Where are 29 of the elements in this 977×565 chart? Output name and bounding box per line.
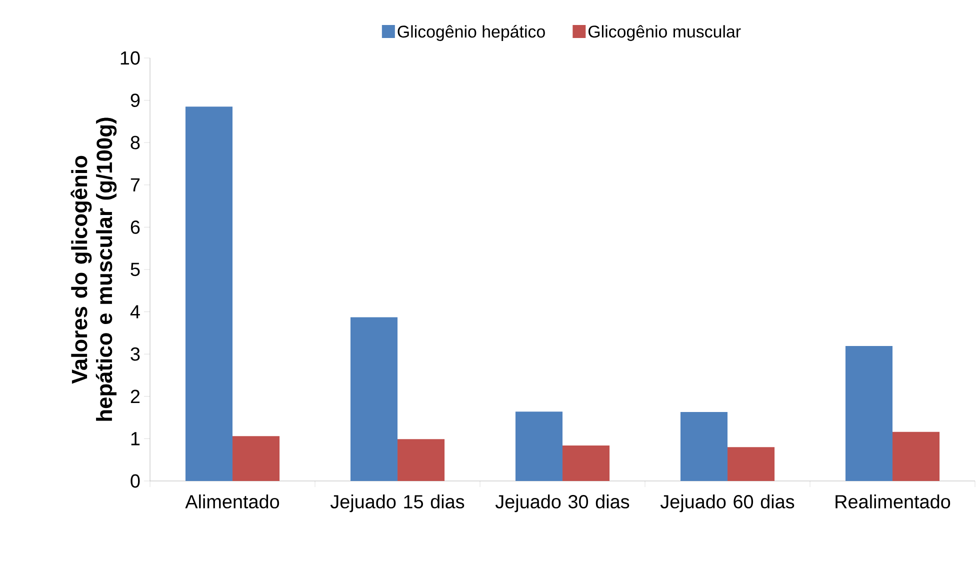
legend-label: Glicogênio hepático (398, 25, 545, 42)
y-tick-label: 9 (130, 94, 140, 107)
bar (892, 432, 940, 481)
bar (398, 439, 445, 481)
bar (232, 436, 280, 481)
y-tick-label: 5 (130, 262, 140, 276)
y-tick-label: 4 (130, 305, 140, 318)
legend-label: Glicogênio muscular (588, 25, 741, 41)
y-tick-label: 10 (120, 51, 140, 65)
y-tick-label: 3 (130, 347, 140, 361)
bar (562, 445, 610, 481)
y-axis-title: Valores do glicogênio hepático e muscular (g/100g) (70, 118, 117, 421)
x-tick-label: Alimentado (185, 494, 280, 508)
x-tick-label: Jejuado 60 dias (660, 494, 794, 512)
y-tick-label: 2 (130, 390, 140, 403)
bar (680, 412, 728, 481)
bar (185, 106, 233, 481)
x-tick-label: Realimentado (836, 494, 950, 508)
bar (728, 447, 775, 481)
bar (350, 317, 398, 481)
y-tick-label: 0 (130, 474, 140, 488)
y-tick-label: 1 (131, 432, 140, 446)
y-tick-label: 6 (130, 220, 140, 234)
bar (845, 346, 893, 481)
x-tick-label: Jejuado 30 dias (495, 494, 630, 512)
bar (515, 412, 563, 481)
y-tick-label: 8 (130, 136, 140, 150)
x-tick-label: Jejuado 15 dias (330, 494, 464, 512)
y-tick-label: 7 (130, 178, 140, 192)
